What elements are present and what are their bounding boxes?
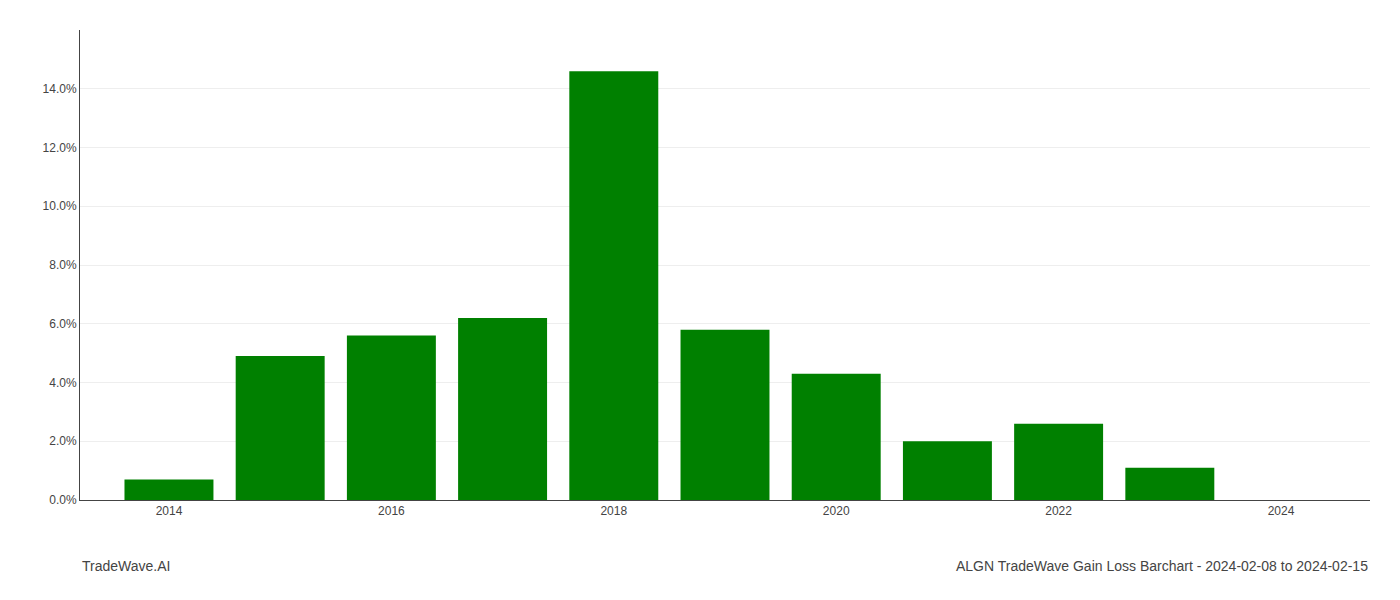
svg-text:12.0%: 12.0% — [43, 141, 77, 155]
svg-text:6.0%: 6.0% — [49, 317, 77, 331]
svg-text:0.0%: 0.0% — [49, 493, 77, 507]
svg-text:8.0%: 8.0% — [49, 258, 77, 272]
svg-text:2024: 2024 — [1268, 504, 1295, 518]
svg-text:2014: 2014 — [156, 504, 183, 518]
svg-text:2018: 2018 — [600, 504, 627, 518]
svg-text:ALGN TradeWave Gain Loss Barch: ALGN TradeWave Gain Loss Barchart - 2024… — [956, 558, 1368, 574]
svg-text:14.0%: 14.0% — [43, 82, 77, 96]
svg-text:4.0%: 4.0% — [49, 376, 77, 390]
svg-text:2020: 2020 — [823, 504, 850, 518]
svg-text:2022: 2022 — [1045, 504, 1072, 518]
svg-text:10.0%: 10.0% — [43, 199, 77, 213]
svg-text:TradeWave.AI: TradeWave.AI — [82, 558, 170, 574]
svg-text:2016: 2016 — [378, 504, 405, 518]
svg-text:2.0%: 2.0% — [49, 434, 77, 448]
